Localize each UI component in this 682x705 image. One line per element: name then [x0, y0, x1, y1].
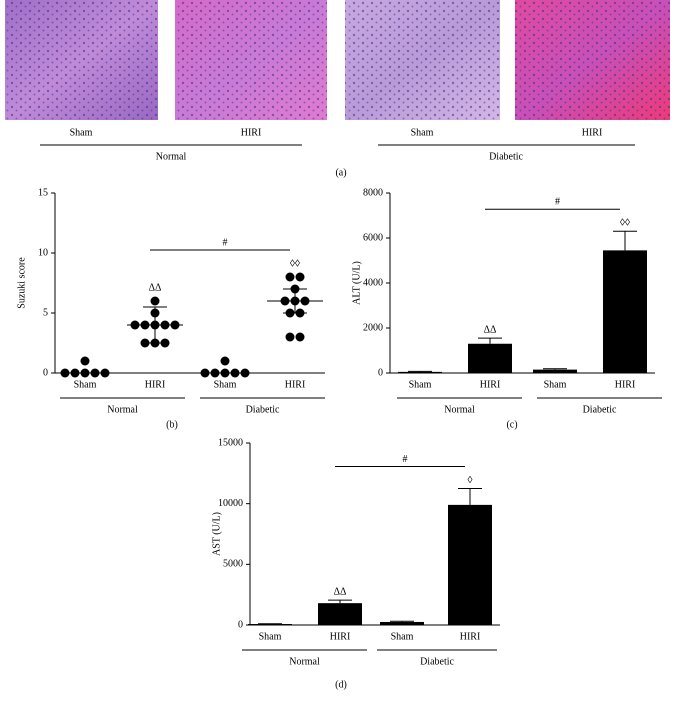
- bar: [248, 624, 292, 625]
- y-tick-label: 0: [378, 367, 383, 378]
- y-axis-label: ALT (U/L): [351, 261, 362, 305]
- annotation: #: [555, 197, 560, 208]
- group-label: Normal: [107, 404, 138, 415]
- annotation: ◊◊: [620, 218, 630, 229]
- annotation: ΔΔ: [334, 586, 347, 597]
- data-point: [295, 332, 305, 342]
- bar: [603, 250, 647, 373]
- annotation: ΔΔ: [484, 324, 497, 335]
- y-tick-label: 2000: [363, 322, 383, 333]
- y-tick-label: 15000: [218, 437, 243, 448]
- group-label: Diabetic: [489, 151, 523, 162]
- bar: [448, 504, 492, 625]
- y-tick-label: 0: [238, 619, 243, 630]
- x-tick-label: Sham: [74, 379, 97, 390]
- image-label: Sham: [411, 127, 434, 138]
- data-point: [150, 296, 160, 306]
- x-tick-label: Sham: [391, 631, 414, 642]
- panel-tag: (d): [335, 679, 347, 690]
- x-tick-label: HIRI: [615, 379, 636, 390]
- data-point: [295, 272, 305, 282]
- panel-tag: (a): [335, 167, 346, 178]
- group-label: Diabetic: [583, 404, 617, 415]
- bar: [318, 603, 362, 625]
- y-tick-label: 5: [43, 307, 48, 318]
- y-tick-label: 10: [38, 247, 48, 258]
- image-label: HIRI: [582, 127, 603, 138]
- panel-tag: (b): [166, 419, 178, 430]
- y-tick-label: 8000: [363, 187, 383, 198]
- data-point: [285, 332, 295, 342]
- image-texture: [345, 0, 500, 120]
- y-tick-label: 15: [38, 187, 48, 198]
- annotation: ◊◊: [290, 258, 300, 269]
- image-label: HIRI: [241, 127, 262, 138]
- annotation: ◊: [468, 475, 473, 486]
- annotation: #: [403, 454, 408, 465]
- bar: [533, 369, 577, 373]
- x-tick-label: HIRI: [480, 379, 501, 390]
- group-label: Normal: [444, 404, 475, 415]
- x-tick-label: HIRI: [460, 631, 481, 642]
- y-tick-label: 0: [43, 367, 48, 378]
- image-texture: [515, 0, 670, 120]
- panel-tag: (c): [506, 419, 517, 430]
- annotation: #: [223, 237, 228, 248]
- image-texture: [175, 0, 327, 120]
- data-point: [220, 356, 230, 366]
- x-tick-label: Sham: [259, 631, 282, 642]
- data-point: [285, 272, 295, 282]
- data-point: [80, 356, 90, 366]
- group-label: Diabetic: [246, 404, 280, 415]
- image-texture: [5, 0, 158, 120]
- y-tick-label: 4000: [363, 277, 383, 288]
- x-tick-label: HIRI: [145, 379, 166, 390]
- bar: [398, 371, 442, 373]
- x-tick-label: Sham: [409, 379, 432, 390]
- histology-images: [5, 0, 670, 120]
- group-label: Normal: [156, 151, 187, 162]
- image-label: Sham: [70, 127, 93, 138]
- y-axis-label: Suzuki score: [16, 257, 27, 309]
- y-tick-label: 5000: [223, 559, 243, 570]
- x-tick-label: Sham: [544, 379, 567, 390]
- bar: [468, 343, 512, 373]
- annotation: ΔΔ: [149, 282, 162, 293]
- x-tick-label: HIRI: [285, 379, 306, 390]
- group-label: Normal: [289, 656, 320, 667]
- y-tick-label: 6000: [363, 232, 383, 243]
- x-tick-label: HIRI: [330, 631, 351, 642]
- y-axis-label: AST (U/L): [211, 512, 222, 556]
- bar: [380, 621, 424, 625]
- y-tick-label: 10000: [218, 498, 243, 509]
- x-tick-label: Sham: [214, 379, 237, 390]
- group-label: Diabetic: [420, 656, 454, 667]
